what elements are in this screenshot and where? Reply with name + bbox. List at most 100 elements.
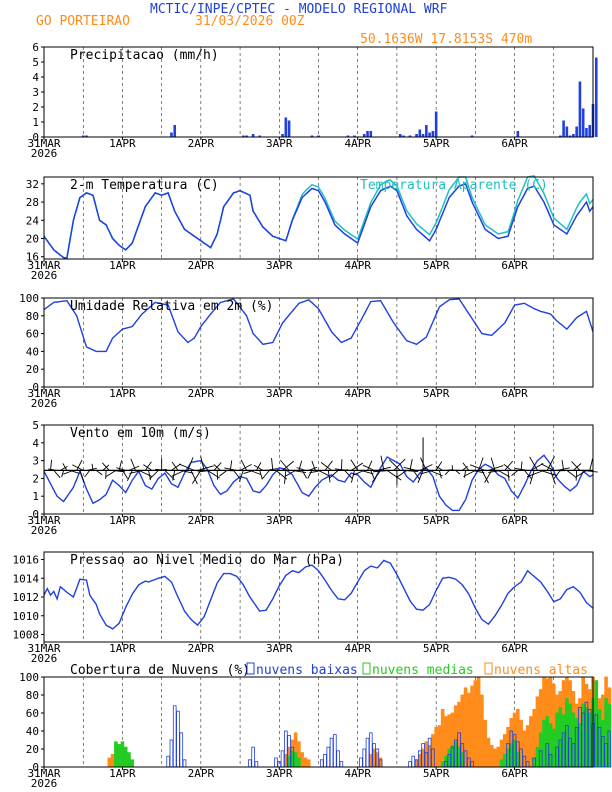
precip-bar (559, 135, 562, 137)
cloud-mid-bar (447, 748, 452, 768)
precip-bar (85, 135, 88, 137)
x-tick-label: 4APR (344, 137, 371, 150)
x-tick-label: 4APR (344, 387, 371, 400)
chart-title: 2-m Temperatura (C) (70, 178, 219, 193)
wind-arrow (498, 469, 511, 478)
wind-arrow (143, 464, 153, 471)
run-date-label: 31/03/2026 00Z (195, 14, 305, 29)
wind-arrow (529, 470, 535, 485)
cloud-low-bar (336, 750, 340, 768)
legend-swatch (362, 662, 371, 675)
cloud-high-bar (437, 725, 442, 768)
precip-bar (362, 134, 366, 137)
cloud-low-bar (280, 750, 285, 768)
x-tick-label: 1APR (109, 387, 136, 400)
cloud-high-bar (424, 741, 429, 768)
cloud-mid-bar (290, 750, 295, 768)
cloud-high-bar (431, 734, 435, 768)
wind-arrow (412, 470, 421, 480)
cloud-mid-bar (581, 703, 585, 768)
y-tick-label: 28 (26, 196, 39, 209)
cloud-mid-bar (516, 752, 520, 768)
plot-frame (43, 551, 594, 643)
cloud-low-bar (326, 746, 331, 768)
wind-arrow (438, 470, 442, 479)
y-tick-label: 40 (26, 345, 39, 358)
wind-arrow (371, 470, 381, 483)
wind-arrow (504, 460, 514, 471)
wind-arrow (127, 470, 133, 482)
precip-bar (565, 126, 569, 137)
cloud-mid-bar (120, 741, 125, 768)
plot-frame (43, 676, 594, 768)
y-tick-label: 100 (19, 671, 39, 684)
y-tick-label: 80 (26, 689, 39, 702)
cloud-mid-bar (440, 761, 445, 768)
wind-arrow (105, 470, 117, 477)
wind-arrow (218, 470, 228, 477)
cloud-mid-bar (450, 745, 455, 768)
wind-arrow (540, 469, 558, 477)
cloud-low-bar (607, 730, 612, 768)
wind-arrow (239, 463, 252, 471)
y-tick-label: 1012 (13, 591, 40, 604)
x-tick-label: 6APR (501, 514, 528, 527)
y-tick-label: 1008 (13, 629, 40, 642)
y-tick-label: 32 (26, 178, 39, 191)
cloud-mid-bar (542, 719, 546, 768)
cloud-high-bar (421, 748, 425, 768)
cloud-mid-bar (568, 703, 572, 768)
wind-arrow (395, 470, 407, 479)
wind-arrow (63, 469, 74, 475)
x-tick-sublabel: 2026 (31, 524, 58, 537)
wind-arrow (324, 460, 333, 471)
wind-arrow (470, 464, 486, 471)
legend-label: nuvens medias (372, 663, 474, 678)
cloud-high-bar (519, 719, 523, 768)
wind-arrow (256, 462, 262, 471)
wind-arrow (318, 469, 329, 477)
wind-arrow (191, 470, 202, 484)
wind-arrow (130, 458, 136, 471)
precip-bar (581, 108, 585, 137)
wind-arrow (463, 469, 476, 477)
cloud-low-bar (182, 759, 187, 768)
x-tick-label: 1APR (109, 514, 136, 527)
cloud-high-bar (483, 719, 487, 768)
cloud-mid-bar (587, 712, 592, 768)
x-tick-label: 3APR (266, 137, 293, 150)
cloud-high-bar (467, 692, 471, 768)
wind-arrow (511, 470, 519, 476)
cloud-low-bar (319, 759, 324, 768)
cloud-low-bar (179, 732, 184, 768)
wind-arrow (344, 470, 353, 480)
cloud-mid-bar (594, 680, 599, 768)
wind-arrow (435, 461, 443, 471)
precip-bar (245, 135, 248, 137)
precip-bar (470, 135, 474, 137)
cloud-high-bar (107, 757, 112, 768)
precip-bar (369, 131, 373, 137)
wind-arrow (101, 462, 110, 471)
wind-arrow (520, 461, 523, 471)
cloud-mid-bar (127, 752, 131, 768)
precip-bar (398, 134, 402, 137)
wind-arrow (444, 470, 450, 476)
wind-arrow (550, 470, 556, 485)
cloud-mid-bar (287, 755, 291, 768)
y-tick-label: 0 (32, 761, 39, 774)
precip-bar (366, 131, 369, 137)
plot-frame (43, 176, 594, 260)
wind-arrow (72, 464, 84, 471)
cloud-low-bar (601, 736, 605, 768)
precip-bar (585, 128, 588, 137)
precip-bar (568, 135, 572, 137)
x-tick-label: 6APR (501, 137, 528, 150)
y-tick-label: 60 (26, 328, 39, 341)
x-tick-label: 6APR (501, 259, 528, 272)
precip-bar (170, 132, 173, 137)
wind-arrow (462, 462, 470, 471)
pressure-line (43, 559, 594, 630)
